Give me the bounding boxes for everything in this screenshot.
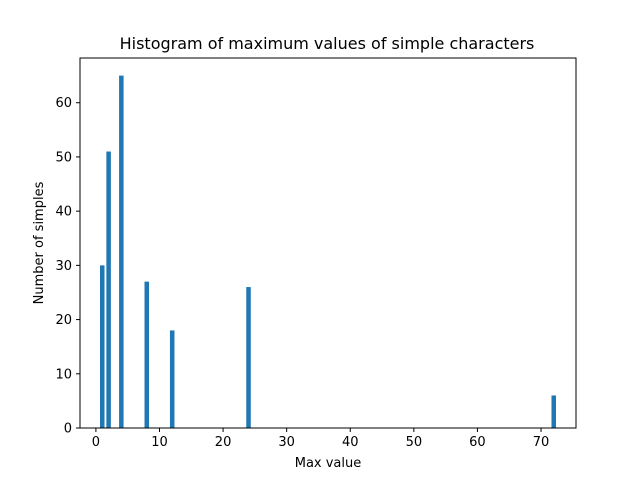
y-axis-ticks: 0 10 20 30 40 50 60 [55, 96, 80, 437]
y-tick-label: 50 [55, 150, 72, 165]
bars-group [99, 75, 557, 428]
x-tick-label: 0 [92, 435, 100, 450]
x-tick-label: 40 [342, 435, 359, 450]
histogram-bar [106, 151, 111, 428]
x-axis-ticks: 0 10 20 30 40 50 60 70 [92, 428, 550, 450]
y-axis-label: Number of simples [32, 181, 47, 304]
y-tick-label: 60 [55, 96, 72, 111]
x-tick-label: 10 [151, 435, 168, 450]
histogram-bar [169, 330, 175, 428]
histogram-bar [246, 287, 251, 428]
x-tick-label: 20 [215, 435, 232, 450]
histogram-bar [144, 281, 150, 428]
x-axis-label: Max value [295, 456, 362, 471]
y-tick-label: 10 [55, 367, 72, 382]
y-tick-label: 0 [64, 422, 72, 437]
y-tick-label: 40 [55, 205, 72, 220]
x-tick-label: 60 [469, 435, 486, 450]
plot-frame [79, 57, 577, 429]
y-tick-label: 20 [55, 313, 72, 328]
histogram-bar [119, 75, 124, 428]
x-tick-label: 30 [278, 435, 295, 450]
histogram-bar [99, 265, 105, 428]
chart-title: Histogram of maximum values of simple ch… [120, 34, 535, 53]
x-tick-label: 70 [533, 435, 550, 450]
x-tick-label: 50 [406, 435, 423, 450]
y-tick-label: 30 [55, 259, 72, 274]
histogram-bar [551, 395, 557, 428]
